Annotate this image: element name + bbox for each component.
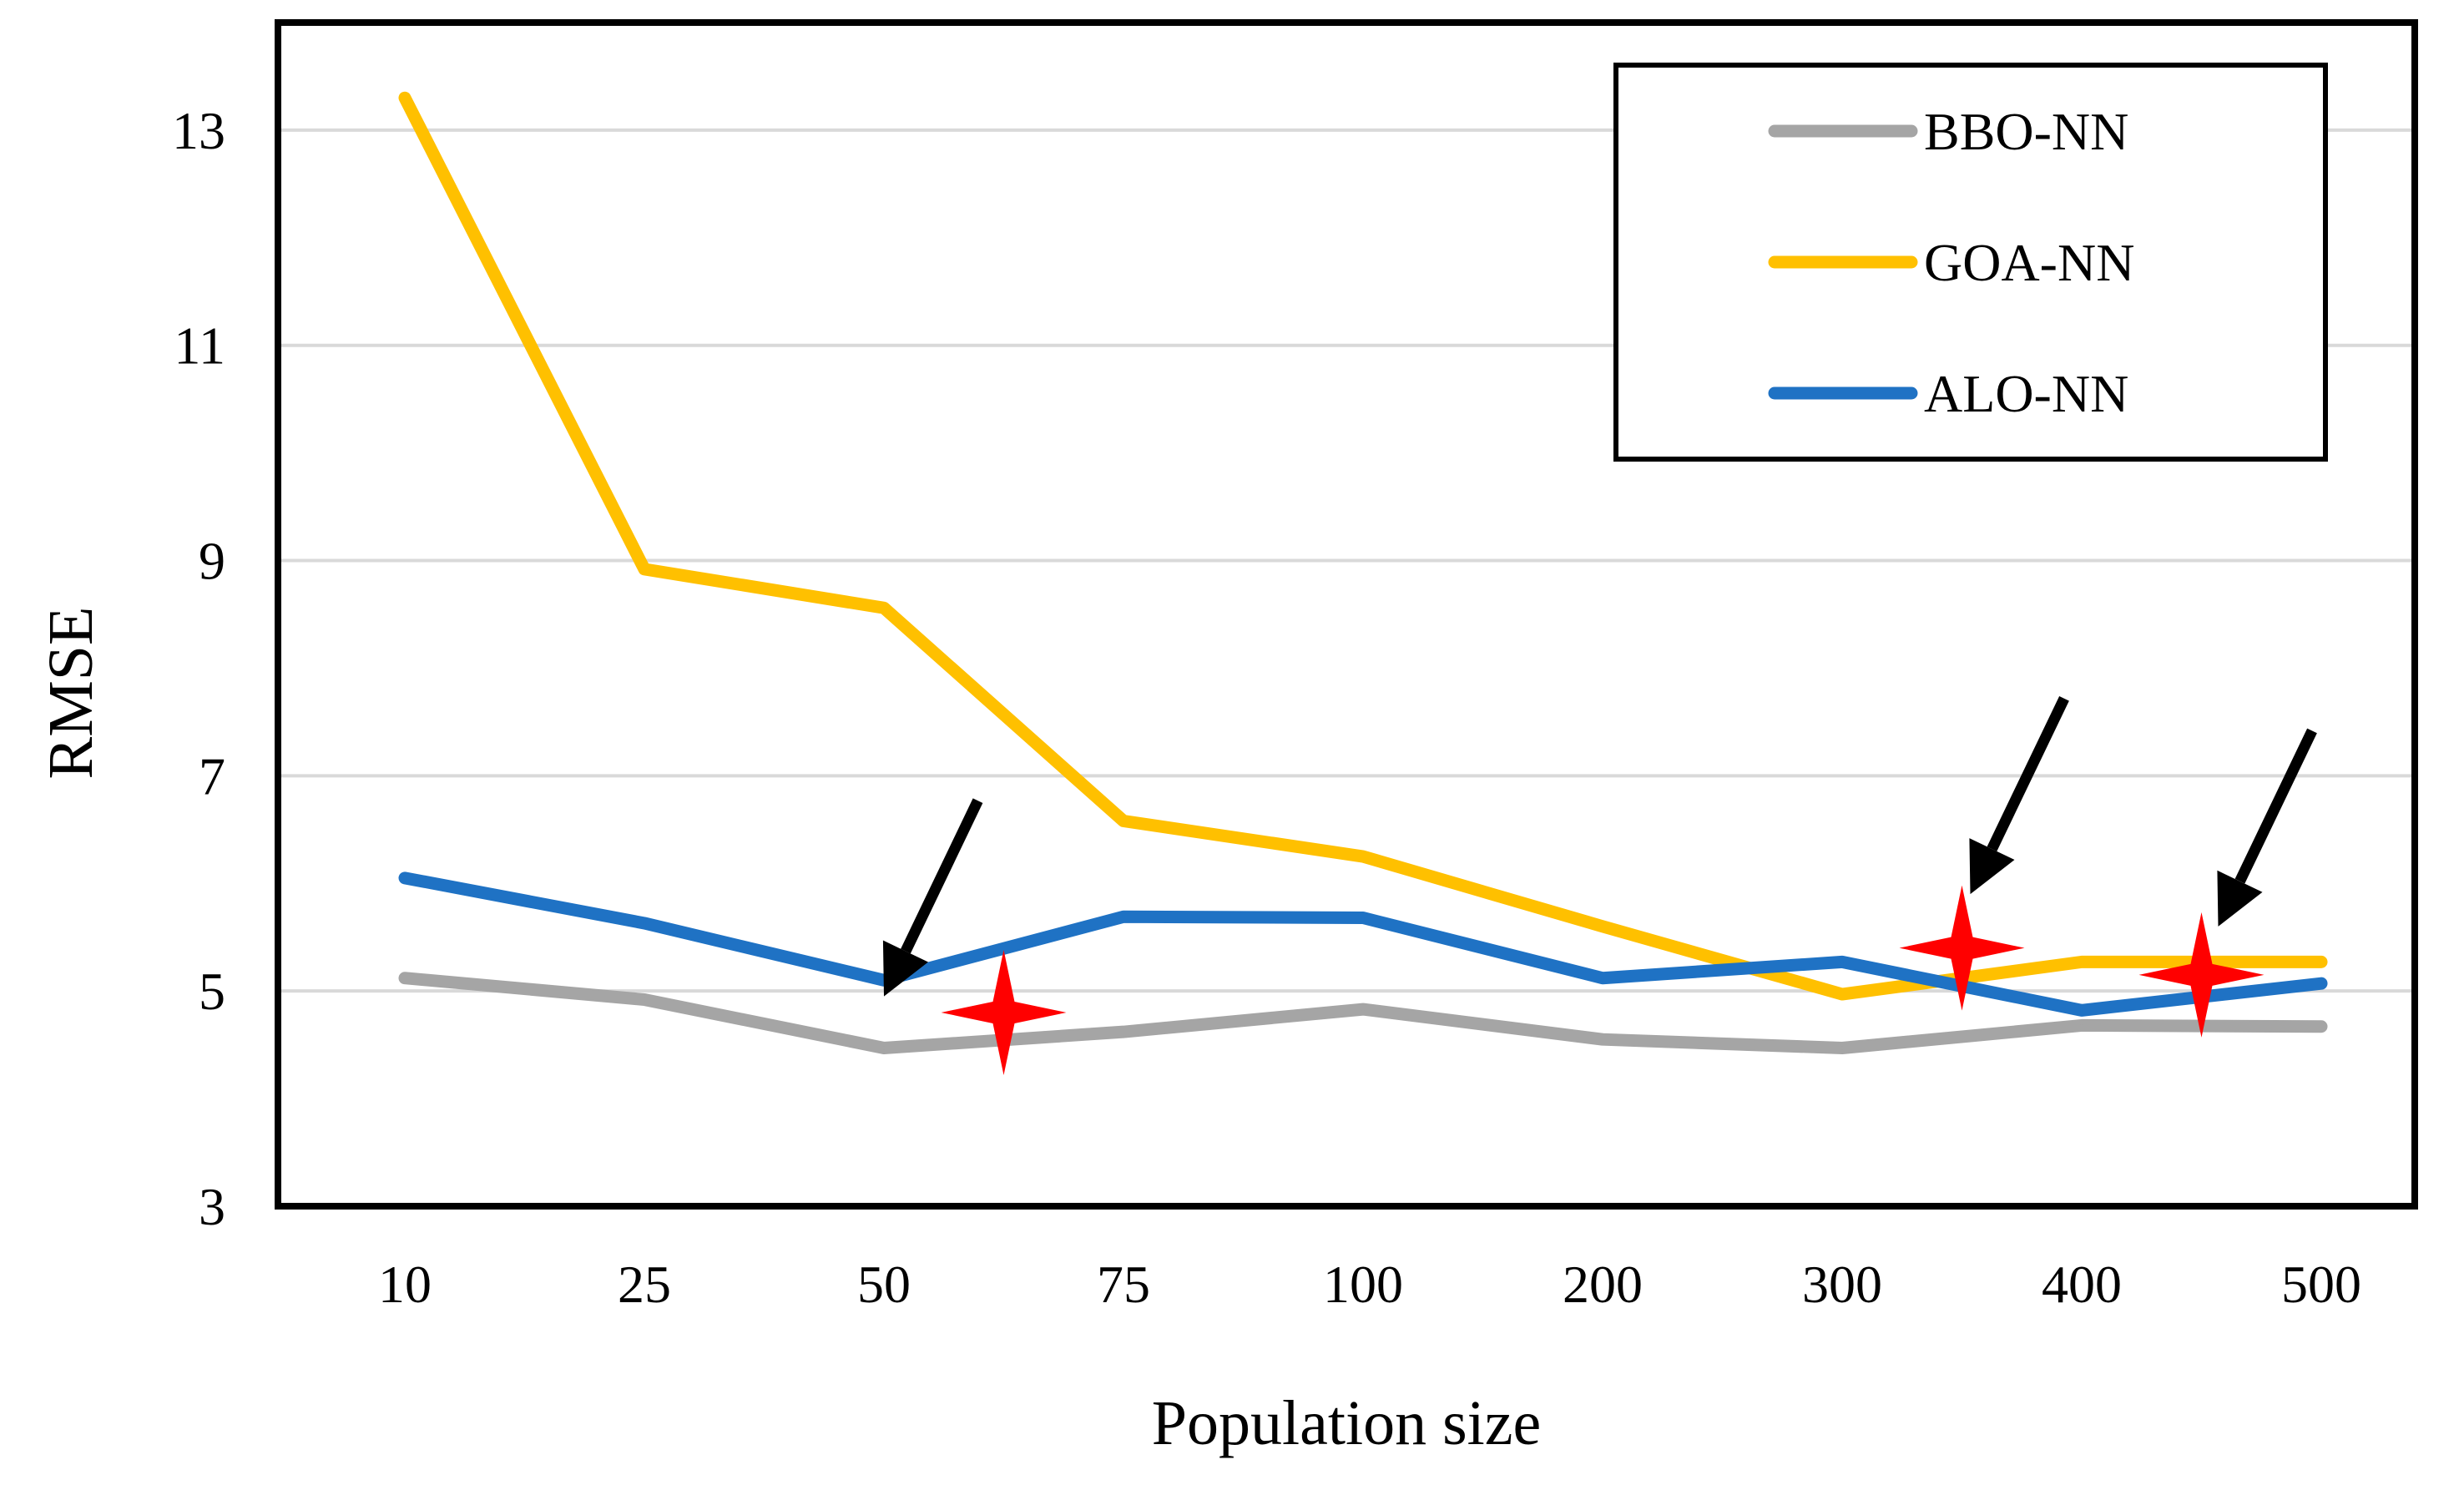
data-point bbox=[882, 1046, 886, 1050]
data-point bbox=[403, 976, 406, 980]
red-star-marker bbox=[941, 949, 1067, 1075]
data-point bbox=[1122, 819, 1125, 823]
y-tick-label: 11 bbox=[174, 316, 225, 376]
data-point bbox=[1601, 976, 1604, 980]
y-tick-label: 7 bbox=[199, 746, 225, 806]
x-tick-label: 500 bbox=[2281, 1255, 2361, 1314]
data-point bbox=[2080, 1023, 2083, 1028]
x-tick-label: 300 bbox=[1802, 1255, 1882, 1314]
red-star-marker bbox=[2138, 912, 2265, 1038]
x-tick-labels: 10 25 50 75 100 200 300 400 500 bbox=[378, 1255, 2361, 1314]
data-point bbox=[882, 606, 886, 610]
data-point bbox=[1361, 916, 1365, 920]
x-tick-label: 75 bbox=[1097, 1255, 1150, 1314]
y-tick-label: 13 bbox=[172, 101, 225, 160]
data-point bbox=[1122, 1030, 1125, 1034]
y-tick-label: 9 bbox=[199, 532, 225, 591]
red-star-marker bbox=[1899, 885, 2025, 1011]
black-arrow bbox=[901, 798, 983, 954]
legend-label: GOA-NN bbox=[1924, 233, 2134, 292]
data-point bbox=[1601, 1038, 1604, 1042]
data-point bbox=[403, 96, 406, 100]
data-point bbox=[643, 567, 646, 571]
legend-box bbox=[1613, 63, 2328, 462]
arrow-head bbox=[1969, 838, 2015, 895]
legend-label: ALO-NN bbox=[1924, 364, 2128, 423]
x-axis-title: Population size bbox=[1152, 1388, 1542, 1458]
data-point bbox=[1361, 1008, 1365, 1012]
x-tick-label: 400 bbox=[2042, 1255, 2122, 1314]
data-point bbox=[1840, 960, 1844, 964]
data-point bbox=[1840, 1046, 1844, 1050]
legend: BBO-NN GOA-NN ALO-NN bbox=[1613, 63, 2328, 462]
data-point bbox=[1122, 915, 1125, 919]
black-arrow bbox=[2234, 728, 2317, 884]
y-axis-title: RMSE bbox=[36, 607, 106, 780]
arrow-head bbox=[2217, 870, 2263, 927]
data-point bbox=[643, 921, 646, 925]
y-tick-label: 5 bbox=[199, 962, 225, 1021]
annotations bbox=[882, 695, 2317, 1075]
y-tick-label: 3 bbox=[199, 1177, 225, 1236]
legend-label: BBO-NN bbox=[1924, 102, 2128, 161]
x-tick-label: 50 bbox=[857, 1255, 911, 1314]
black-arrow bbox=[1987, 695, 2069, 851]
data-point bbox=[1361, 855, 1365, 859]
data-point bbox=[643, 998, 646, 1002]
data-point bbox=[2080, 1008, 2083, 1013]
data-point bbox=[2320, 960, 2323, 964]
y-tick-labels: 3 5 7 9 11 13 bbox=[172, 101, 225, 1236]
series-lines bbox=[398, 91, 2328, 1055]
x-tick-label: 25 bbox=[618, 1255, 671, 1314]
x-tick-label: 200 bbox=[1563, 1255, 1643, 1314]
arrow-head bbox=[882, 940, 929, 997]
x-tick-label: 100 bbox=[1323, 1255, 1403, 1314]
plot-frame bbox=[275, 19, 2418, 1210]
data-point bbox=[2080, 960, 2083, 964]
data-point bbox=[2320, 982, 2323, 986]
data-point bbox=[1601, 924, 1604, 928]
series-line-bbo-nn bbox=[398, 972, 2328, 1055]
x-tick-label: 10 bbox=[378, 1255, 432, 1314]
data-point bbox=[1840, 993, 1844, 997]
data-point bbox=[2320, 1024, 2323, 1028]
data-point bbox=[403, 876, 406, 880]
